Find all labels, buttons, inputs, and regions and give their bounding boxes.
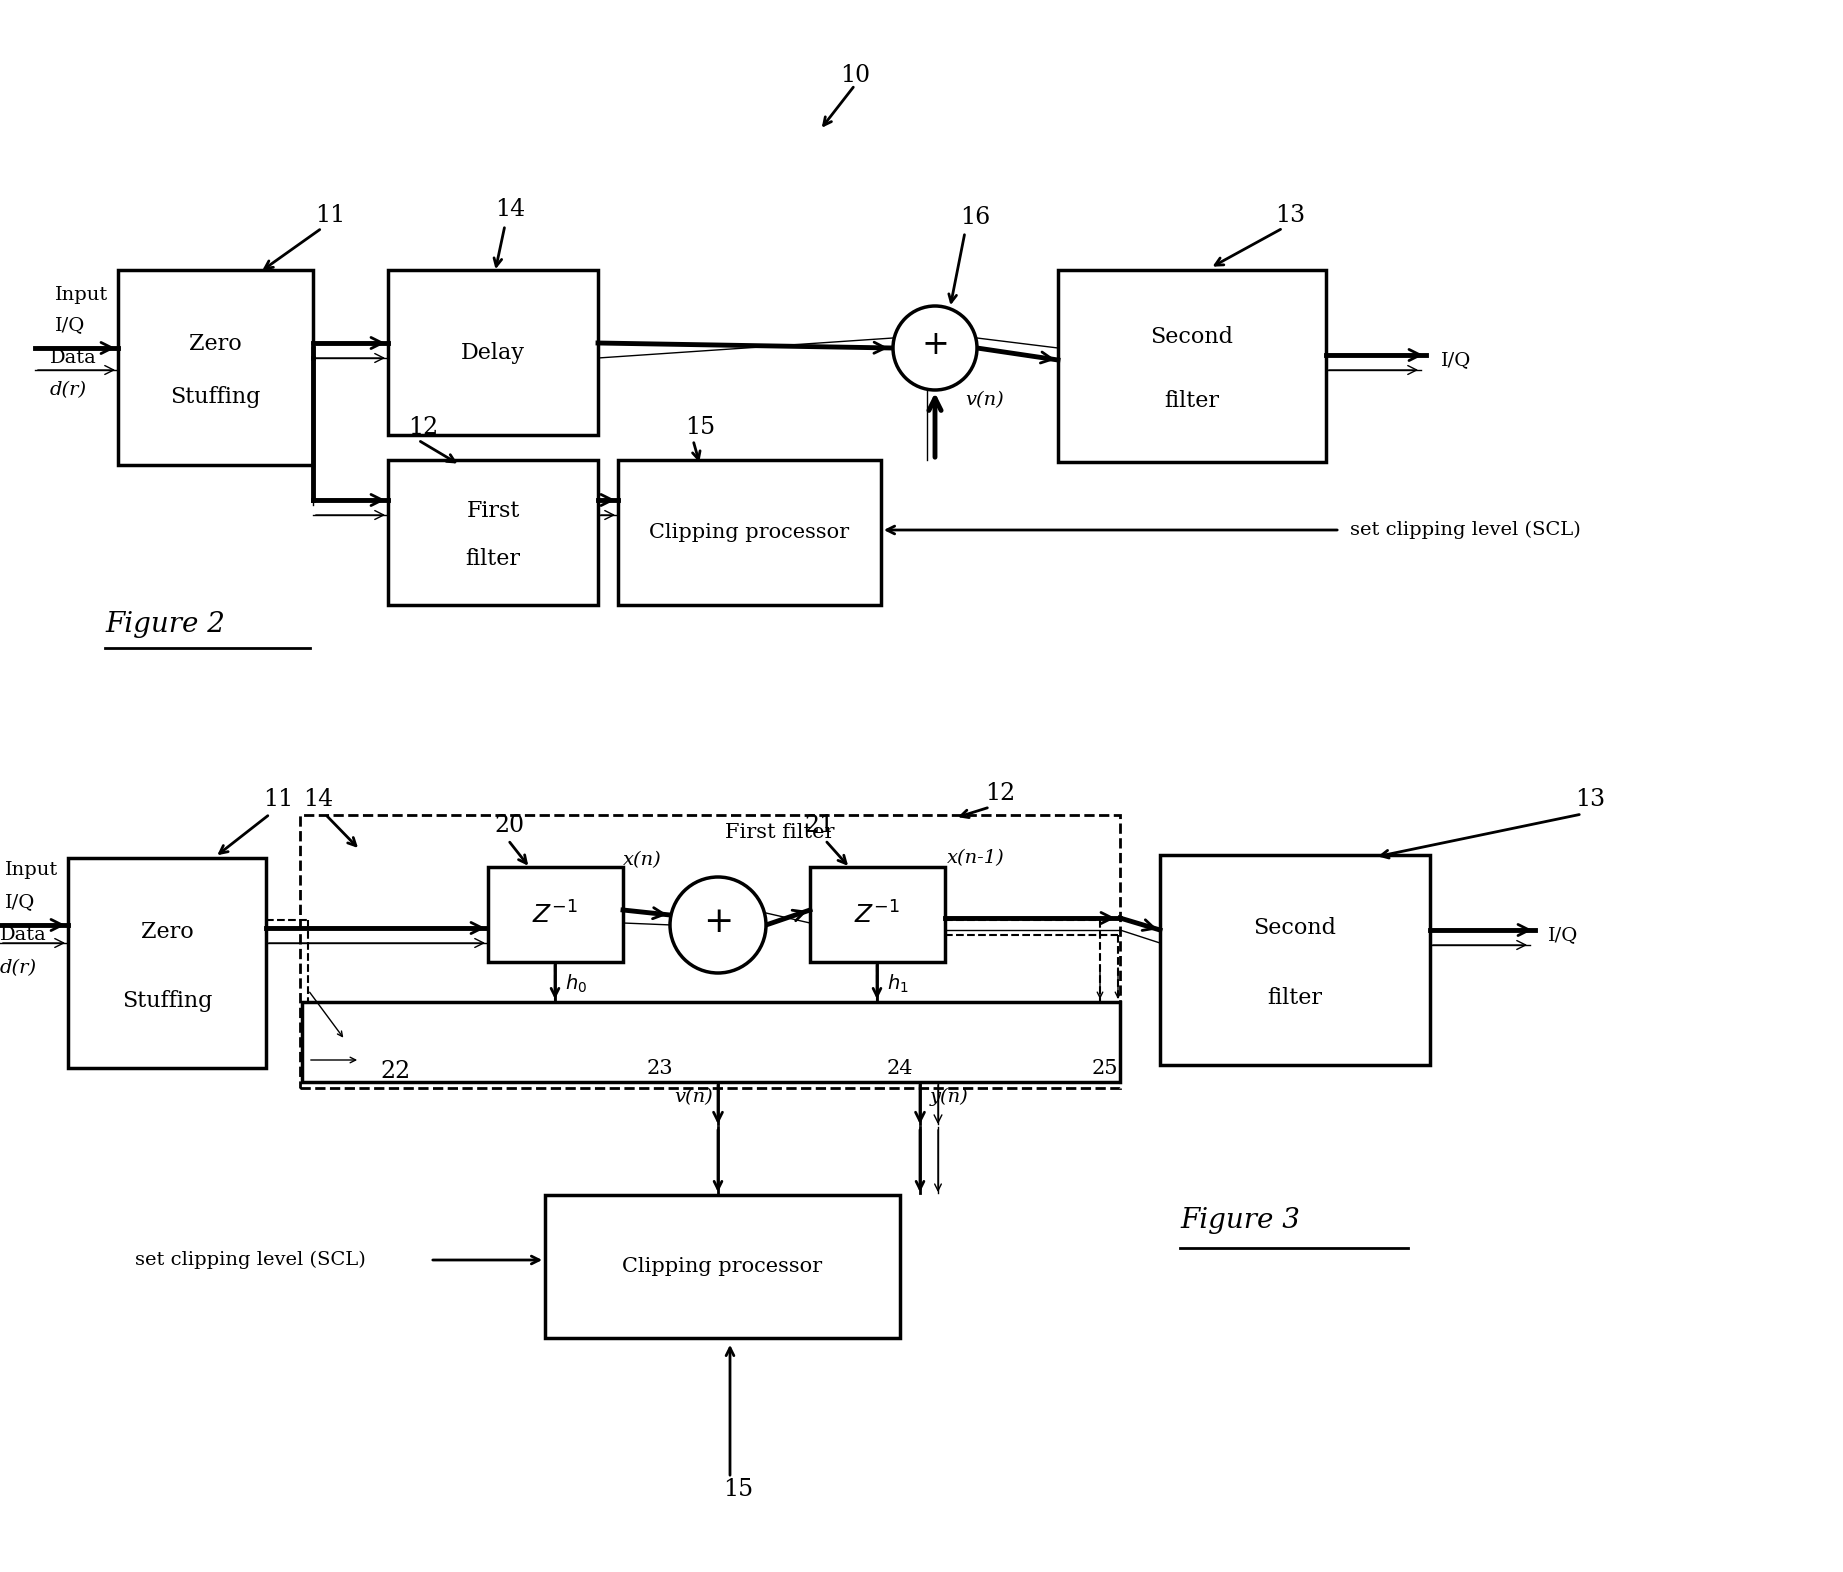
Text: Figure 3: Figure 3 (1180, 1206, 1299, 1234)
Text: x(n): x(n) (623, 850, 662, 869)
Bar (389, 461, 597, 605)
Text: Delay: Delay (461, 343, 525, 365)
Circle shape (671, 877, 767, 973)
Text: 11: 11 (315, 203, 345, 226)
Bar (488, 868, 623, 962)
Bar (302, 1001, 1121, 1082)
Bar (68, 858, 265, 1067)
Text: Second: Second (1253, 918, 1336, 940)
Text: filter: filter (1165, 390, 1220, 412)
Bar (1058, 270, 1325, 462)
Text: v(n): v(n) (966, 391, 1004, 409)
Bar (811, 868, 945, 962)
Text: set clipping level (SCL): set clipping level (SCL) (135, 1251, 365, 1269)
Text: set clipping level (SCL): set clipping level (SCL) (1351, 520, 1581, 539)
Circle shape (894, 307, 977, 390)
Text: I/Q: I/Q (55, 316, 85, 333)
Text: 13: 13 (1275, 203, 1305, 226)
Bar (1159, 855, 1430, 1064)
Text: 16: 16 (960, 206, 990, 230)
Text: 10: 10 (840, 63, 870, 86)
Bar (300, 814, 1121, 1088)
Text: $Z^{-1}$: $Z^{-1}$ (533, 901, 577, 929)
Text: $Z^{-1}$: $Z^{-1}$ (853, 901, 899, 929)
Text: 13: 13 (1576, 789, 1605, 811)
Text: filter: filter (1268, 987, 1323, 1009)
Text: Input: Input (55, 286, 109, 303)
Text: Figure 2: Figure 2 (105, 612, 225, 638)
Text: d(r): d(r) (0, 959, 37, 978)
Text: Zero: Zero (188, 333, 241, 355)
Bar (546, 1195, 899, 1338)
Text: 12: 12 (407, 415, 439, 439)
Text: 11: 11 (264, 789, 293, 811)
Text: Clipping processor: Clipping processor (649, 523, 850, 542)
Text: Stuffing: Stuffing (170, 385, 260, 407)
Text: I/Q: I/Q (1548, 926, 1578, 945)
Text: 24: 24 (886, 1058, 914, 1077)
Bar (118, 270, 313, 465)
Bar (389, 270, 597, 435)
Text: v(n): v(n) (675, 1088, 713, 1107)
Text: I/Q: I/Q (6, 893, 35, 912)
Text: +: + (922, 329, 949, 362)
Text: 14: 14 (496, 198, 525, 222)
Text: 12: 12 (984, 781, 1015, 805)
Text: y(n): y(n) (931, 1088, 969, 1107)
Text: First: First (466, 500, 520, 522)
Text: Clipping processor: Clipping processor (621, 1258, 822, 1276)
Text: filter: filter (466, 547, 520, 569)
Text: 21: 21 (805, 814, 835, 838)
Text: Zero: Zero (140, 921, 194, 943)
Text: 22: 22 (380, 1061, 411, 1083)
Text: I/Q: I/Q (1441, 351, 1471, 369)
Text: +: + (702, 905, 734, 938)
Text: x(n-1): x(n-1) (947, 849, 1004, 868)
Text: Input: Input (6, 861, 59, 879)
Text: 15: 15 (686, 415, 715, 439)
Text: $h_1$: $h_1$ (886, 973, 909, 995)
Text: d(r): d(r) (50, 380, 87, 399)
Text: 25: 25 (1091, 1058, 1119, 1077)
Text: Data: Data (0, 926, 46, 945)
Text: Data: Data (50, 349, 96, 366)
Text: 14: 14 (302, 789, 334, 811)
Text: 20: 20 (496, 814, 525, 838)
Text: 23: 23 (647, 1058, 673, 1077)
Text: $h_0$: $h_0$ (566, 973, 588, 995)
Text: 15: 15 (722, 1479, 754, 1501)
Text: Second: Second (1150, 327, 1233, 349)
Text: First filter: First filter (726, 824, 835, 843)
Text: Stuffing: Stuffing (122, 990, 212, 1012)
Bar (617, 461, 881, 605)
